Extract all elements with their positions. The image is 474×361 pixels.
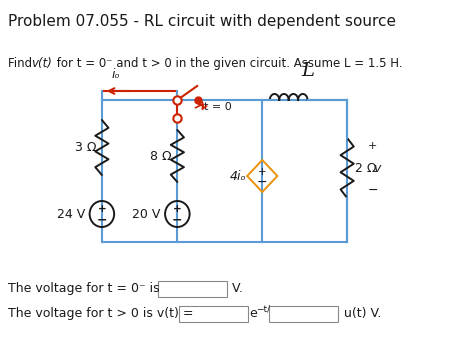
Text: v: v: [374, 161, 381, 174]
Text: 2 Ω: 2 Ω: [355, 161, 376, 174]
Text: −t/: −t/: [255, 305, 270, 314]
Text: 8 Ω: 8 Ω: [150, 149, 172, 162]
Text: 3 Ω: 3 Ω: [75, 141, 96, 154]
Text: +: +: [368, 141, 377, 151]
FancyBboxPatch shape: [179, 305, 247, 322]
Text: iₒ: iₒ: [111, 68, 120, 81]
FancyArrowPatch shape: [200, 100, 207, 109]
Text: u(t) V.: u(t) V.: [339, 307, 381, 320]
Text: Find: Find: [8, 57, 36, 70]
Text: t = 0: t = 0: [204, 102, 231, 112]
Text: e: e: [249, 307, 257, 320]
FancyBboxPatch shape: [158, 280, 227, 296]
Text: The voltage for t = 0⁻ is: The voltage for t = 0⁻ is: [8, 282, 159, 295]
Text: Problem 07.055 - RL circuit with dependent source: Problem 07.055 - RL circuit with depende…: [8, 14, 395, 29]
Text: −: −: [172, 213, 182, 226]
Text: +: +: [98, 204, 106, 214]
FancyBboxPatch shape: [269, 305, 338, 322]
Text: V.: V.: [228, 282, 243, 295]
Text: The voltage for t > 0 is v(t) =: The voltage for t > 0 is v(t) =: [8, 307, 193, 320]
Text: 24 V: 24 V: [57, 208, 85, 221]
Text: 4iₒ: 4iₒ: [229, 170, 246, 183]
Text: L: L: [301, 62, 314, 80]
Text: v(t): v(t): [31, 57, 52, 70]
Text: +: +: [258, 167, 266, 177]
Text: −: −: [368, 183, 378, 196]
Text: +: +: [173, 204, 182, 214]
Text: −: −: [257, 175, 267, 188]
Text: for t = 0⁻ and t > 0 in the given circuit. Assume L = 1.5 H.: for t = 0⁻ and t > 0 in the given circui…: [53, 57, 402, 70]
Text: 20 V: 20 V: [132, 208, 160, 221]
Text: −: −: [97, 213, 107, 226]
